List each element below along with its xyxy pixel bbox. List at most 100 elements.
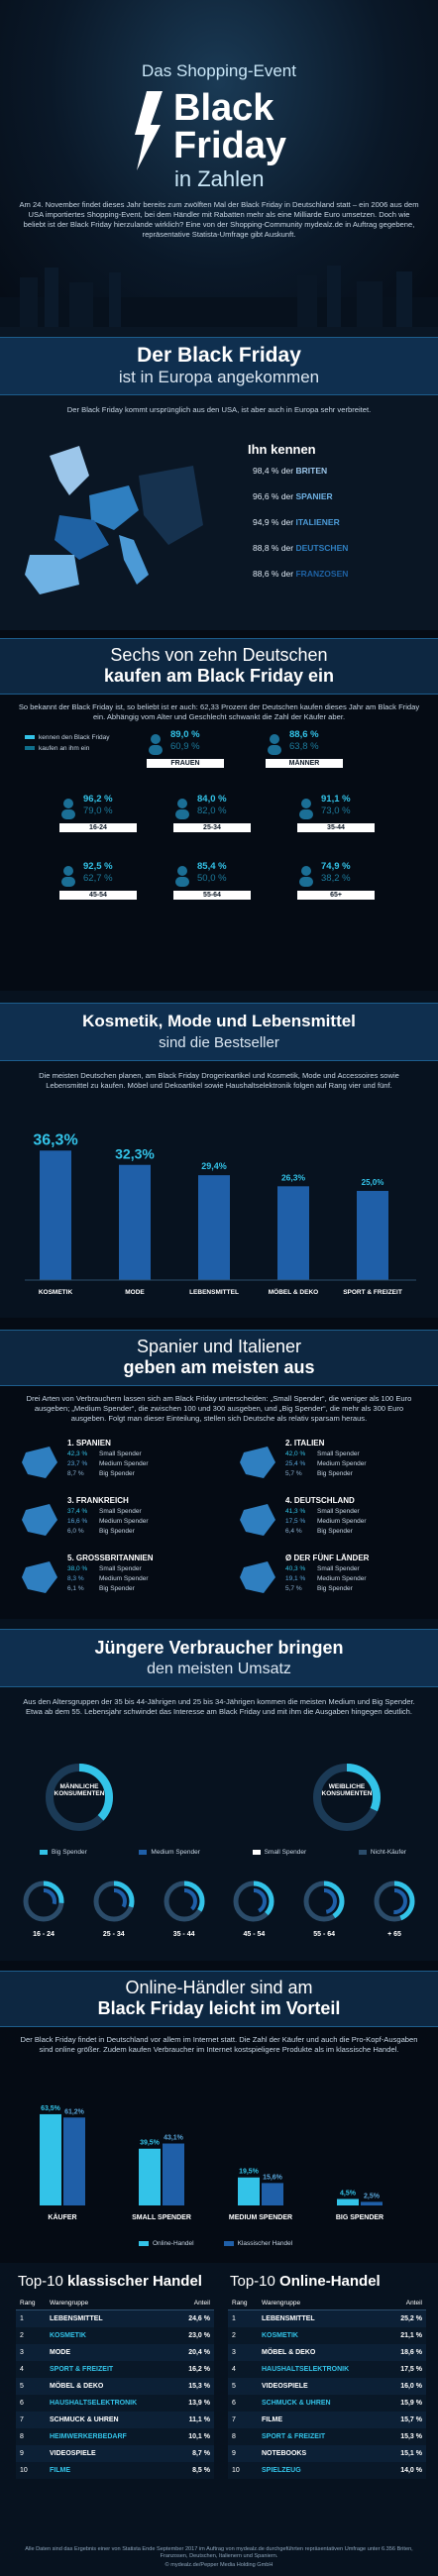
- know-value: 96,2 %: [83, 794, 113, 805]
- europe-text: Der Black Friday kommt ursprünglich aus …: [66, 405, 372, 414]
- age-ring-label: 45 - 54: [243, 1931, 266, 1938]
- spender-row: 5,7 % Big Spender: [285, 1470, 353, 1477]
- row-group: LEBENSMITTEL: [50, 2315, 103, 2322]
- know-value: 84,0 %: [197, 794, 227, 805]
- spenders-ribbon: Spanier und Italiener geben am meisten a…: [0, 1330, 438, 1386]
- category-value: 26,3%: [281, 1172, 306, 1182]
- top10-row: 9 NOTEBOOKS 15,1 %: [228, 2445, 426, 2462]
- younger-section: Jüngere Verbraucher bringen den meisten …: [0, 1619, 438, 1961]
- row-rank: 7: [232, 2416, 236, 2423]
- row-rank: 3: [232, 2349, 236, 2356]
- top10-row: 5 MÖBEL & DEKO 15,3 %: [16, 2378, 214, 2395]
- spender-value: 8,7 %: [67, 1470, 84, 1477]
- category-value: 32,3%: [115, 1146, 155, 1162]
- age-card: 92,5 % 62,7 % 45-54: [59, 861, 155, 905]
- row-rank: 6: [20, 2400, 24, 2407]
- row-group: FILME: [50, 2467, 70, 2474]
- country-map-icon: [238, 1559, 277, 1595]
- europe-item: 98,4 % der BRITEN: [253, 466, 348, 476]
- online-value: 2,5%: [364, 2193, 381, 2200]
- category-label: MODE: [125, 1289, 145, 1296]
- top10-header: Rang Warengruppe Anteil: [16, 2297, 214, 2310]
- legend-swatch: [252, 1849, 261, 1855]
- top10-row: 4 HAUSHALTSELEKTRONIK 17,5 %: [228, 2361, 426, 2378]
- younger-title: Jüngere Verbraucher bringen: [94, 1638, 344, 1658]
- spender-row: 6,1 % Big Spender: [67, 1585, 135, 1592]
- online-category: KÄUFER: [48, 2213, 76, 2221]
- country-map-icon: [238, 1502, 277, 1538]
- row-group: KOSMETIK: [262, 2332, 298, 2339]
- female-donut: [313, 1764, 381, 1831]
- row-rank: 4: [20, 2366, 24, 2373]
- spender-row: 38,0 % Small Spender: [67, 1565, 142, 1572]
- spender-row: 6,4 % Big Spender: [285, 1528, 353, 1535]
- row-share: 11,1 %: [188, 2416, 210, 2423]
- row-rank: 1: [20, 2315, 24, 2322]
- spender-value: 23,7 %: [67, 1460, 88, 1467]
- buy-value: 82,0 %: [197, 805, 227, 816]
- country-name: 4. DEUTSCHLAND: [285, 1496, 355, 1505]
- category-bar: [119, 1164, 151, 1280]
- legend-text: Small Spender: [264, 1849, 307, 1856]
- online-bar: [238, 2177, 260, 2205]
- spender-country: Ø DER FÜNF LÄNDER 40,3 % Small Spender 19,1…: [238, 1554, 426, 1605]
- legend-text: Nicht-Käufer: [370, 1849, 406, 1856]
- younger-legend-item: Big Spender: [40, 1849, 87, 1856]
- row-group: VIDEOSPIELE: [50, 2450, 96, 2457]
- younger-legend-item: Nicht-Käufer: [358, 1849, 406, 1856]
- online-bar: [139, 2148, 161, 2205]
- row-share: 14,0 %: [400, 2467, 422, 2474]
- spender-type: Medium Spender: [317, 1518, 367, 1525]
- awareness-ribbon: Sechs von zehn Deutschen kaufen am Black…: [0, 638, 438, 695]
- spender-value: 5,7 %: [285, 1470, 302, 1477]
- europe-item-country: SPANIER: [295, 491, 333, 501]
- europe-item: 96,6 % der SPANIER: [253, 491, 348, 501]
- row-share: 13,9 %: [188, 2400, 210, 2407]
- online-value: 39,5%: [140, 2140, 161, 2147]
- klassisch-bar: [361, 2201, 383, 2205]
- spender-type: Small Spender: [317, 1508, 360, 1515]
- header-share: Anteil: [405, 2300, 422, 2307]
- person-icon: [297, 798, 315, 819]
- awareness-section: Sechs von zehn Deutschen kaufen am Black…: [0, 630, 438, 991]
- buy-value: 38,2 %: [321, 873, 351, 884]
- younger-text: Aus den Altersgruppen der 35 bis 44-Jähr…: [23, 1697, 415, 1716]
- age-ring-label: + 65: [387, 1931, 401, 1938]
- spenders-section: Spanier und Italiener geben am meisten a…: [0, 1318, 438, 1619]
- europe-ribbon: Der Black Friday ist in Europa angekomme…: [0, 337, 438, 395]
- row-group: SCHMUCK & UHREN: [50, 2416, 119, 2423]
- spender-country: 1. SPANIEN 42,3 % Small Spender 23,7 % Mediu…: [20, 1439, 208, 1490]
- group-label: 45-54: [59, 891, 137, 900]
- europe-item-pct: 98,4 % der: [253, 466, 296, 476]
- buy-value: 73,0 %: [321, 805, 351, 816]
- row-share: 15,7 %: [400, 2416, 422, 2423]
- category-bar: [198, 1175, 230, 1280]
- spender-type: Medium Spender: [99, 1575, 149, 1582]
- spender-type: Big Spender: [317, 1585, 353, 1592]
- row-group: NOTEBOOKS: [262, 2450, 307, 2457]
- klassisch-bar: [63, 2117, 85, 2205]
- online-text: Der Black Friday findet in Deutschland v…: [20, 2035, 418, 2054]
- know-value: 91,1 %: [321, 794, 351, 805]
- country-name: 5. GROSSBRITANNIEN: [67, 1554, 154, 1562]
- online-value: 61,2%: [64, 2108, 85, 2115]
- europe-item-country: ITALIENER: [295, 517, 340, 527]
- age-ring: 45 - 54: [228, 1878, 279, 1938]
- klassisch-bar: [163, 2143, 184, 2205]
- europe-item: 88,6 % der FRANZOSEN: [253, 569, 348, 579]
- row-group: LEBENSMITTEL: [262, 2315, 315, 2322]
- buy-value: 60,9 %: [170, 741, 200, 752]
- group-label: 16-24: [59, 823, 137, 832]
- age-ring-label: 55 - 64: [313, 1931, 336, 1938]
- gender-card: 88,6 % 63,8 % MÄNNER: [266, 729, 361, 773]
- top10-row: 8 HEIMWERKERBEDARF 10,1 %: [16, 2428, 214, 2445]
- online-category: BIG SPENDER: [336, 2214, 383, 2221]
- row-group: HAUSHALTSELEKTRONIK: [262, 2366, 350, 2373]
- online-value: 19,5%: [239, 2169, 260, 2176]
- online-title: Online-Händler sind am: [125, 1978, 313, 1997]
- person-icon: [59, 865, 77, 887]
- header-group: Warengruppe: [262, 2300, 301, 2307]
- online-subtitle: Black Friday leicht im Vorteil: [97, 1998, 341, 2018]
- category-value: 36,3%: [33, 1131, 77, 1148]
- person-icon: [59, 798, 77, 819]
